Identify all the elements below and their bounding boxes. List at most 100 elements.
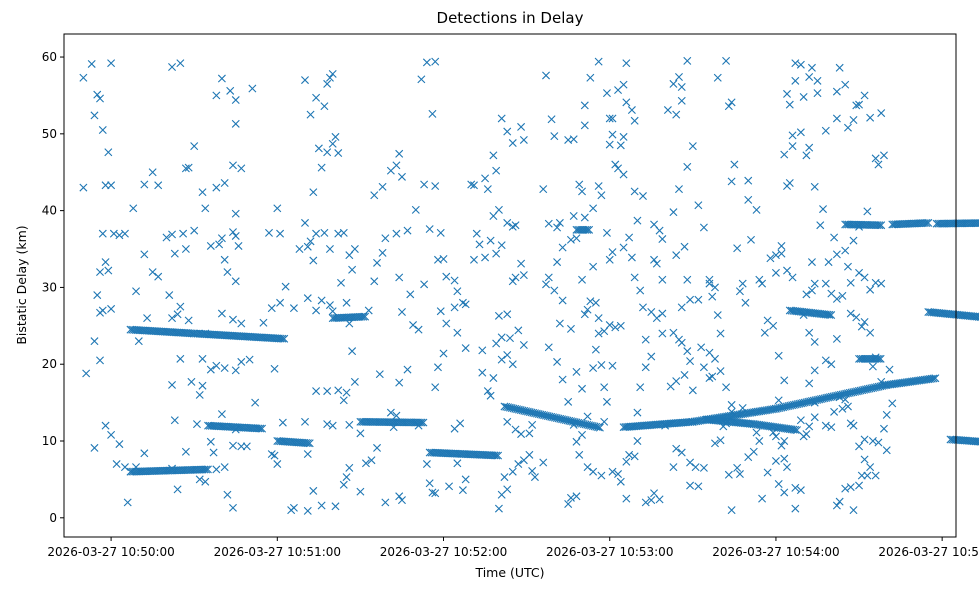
y-tick-label: 20 — [42, 357, 57, 371]
data-point — [90, 111, 99, 120]
data-point — [744, 176, 753, 185]
y-axis-label: Bistatic Delay (km) — [14, 225, 29, 344]
data-point — [276, 229, 285, 238]
data-point — [780, 488, 789, 497]
data-point — [409, 321, 418, 330]
data-point — [777, 249, 786, 258]
x-axis-label: Time (UTC) — [474, 565, 544, 580]
data-point — [203, 465, 212, 474]
data-point — [774, 396, 783, 405]
data-point — [771, 268, 780, 277]
data-point — [303, 450, 312, 459]
data-point — [871, 353, 880, 362]
data-point — [699, 463, 708, 472]
data-point — [544, 219, 553, 228]
data-point — [860, 317, 869, 326]
data-point — [453, 328, 462, 337]
data-point — [666, 382, 675, 391]
data-point — [589, 262, 598, 271]
data-point — [686, 295, 695, 304]
data-point — [791, 59, 800, 68]
data-point — [835, 393, 844, 402]
data-point — [461, 300, 470, 309]
data-point — [849, 236, 858, 245]
data-point — [403, 226, 412, 235]
data-point — [345, 463, 354, 472]
data-point — [680, 370, 689, 379]
data-point — [395, 492, 404, 501]
data-point — [846, 483, 855, 492]
data-point — [237, 319, 246, 328]
data-point — [855, 481, 864, 490]
data-point — [295, 245, 304, 254]
data-point — [245, 355, 254, 364]
data-point — [494, 311, 503, 320]
data-point — [810, 366, 819, 375]
data-point — [793, 426, 801, 435]
data-point — [278, 418, 287, 427]
data-point — [442, 272, 451, 281]
data-point — [975, 219, 979, 228]
data-point — [184, 316, 193, 325]
data-point — [874, 160, 883, 169]
data-point — [825, 310, 834, 319]
data-point — [602, 228, 611, 237]
data-point — [874, 438, 883, 447]
data-point — [838, 291, 847, 300]
data-point — [356, 429, 365, 438]
data-point — [397, 496, 406, 505]
data-point — [550, 286, 559, 295]
x-tick-label: 2026-03-27 10:51:00 — [214, 545, 341, 559]
data-point — [929, 374, 938, 383]
data-point — [758, 279, 767, 288]
data-point — [312, 387, 321, 396]
data-point — [796, 486, 805, 495]
data-point — [317, 501, 326, 510]
data-point — [181, 447, 190, 456]
data-point — [231, 425, 240, 434]
data-point — [622, 494, 631, 503]
data-point — [830, 407, 839, 416]
data-point — [342, 298, 351, 307]
data-point — [503, 351, 512, 359]
data-point — [503, 485, 512, 494]
data-point — [280, 334, 289, 343]
data-point — [827, 311, 836, 320]
data-point — [176, 302, 185, 311]
data-point — [627, 106, 636, 115]
data-point — [835, 63, 844, 72]
data-point — [431, 383, 440, 392]
data-point — [361, 312, 370, 321]
data-point — [445, 482, 454, 491]
data-point — [669, 463, 678, 472]
data-point — [771, 432, 780, 441]
data-point — [677, 82, 686, 91]
data-point — [107, 430, 116, 439]
data-point — [450, 303, 459, 312]
data-point — [766, 254, 775, 263]
data-point — [647, 496, 656, 505]
data-point — [705, 275, 714, 284]
data-point — [683, 56, 692, 65]
data-point — [115, 231, 124, 240]
data-point — [519, 271, 528, 280]
data-point — [209, 448, 218, 457]
data-point — [140, 250, 149, 259]
data-point — [973, 437, 979, 446]
data-point — [312, 229, 321, 238]
data-point — [228, 503, 237, 512]
data-point — [96, 94, 105, 103]
data-point — [672, 444, 681, 453]
data-point — [212, 91, 221, 100]
data-point — [672, 110, 681, 119]
data-point — [738, 403, 747, 412]
data-point — [96, 268, 105, 277]
data-point — [855, 222, 864, 231]
data-point — [190, 142, 199, 151]
data-point — [265, 228, 273, 237]
data-point — [683, 347, 692, 356]
data-point — [403, 365, 412, 374]
data-point — [785, 178, 794, 187]
data-point — [202, 465, 211, 474]
data-point — [553, 258, 562, 267]
